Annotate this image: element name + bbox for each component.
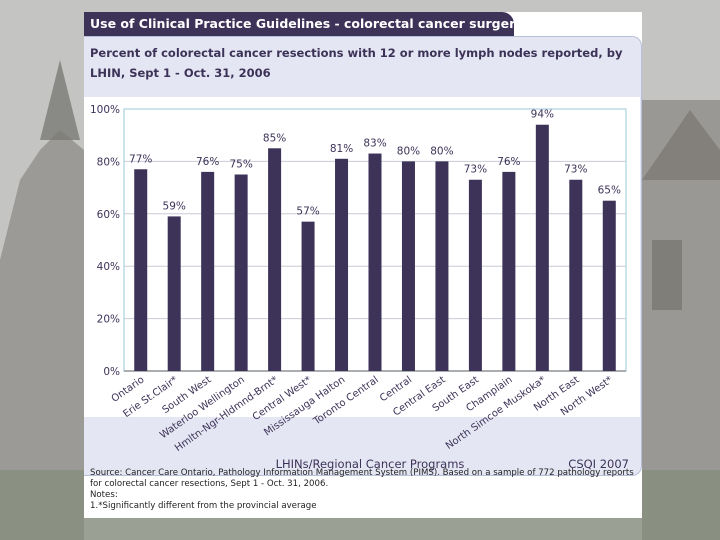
data-label: 77% (129, 153, 152, 165)
y-tick-label: 0% (103, 366, 120, 378)
data-label: 57% (296, 206, 319, 218)
bar (201, 171, 215, 371)
footnote-source: Source: Cancer Care Ontario, Pathology I… (90, 468, 634, 489)
footnote: Source: Cancer Care Ontario, Pathology I… (90, 468, 638, 512)
bar (502, 171, 516, 371)
bar (602, 200, 616, 371)
bar (401, 161, 415, 371)
bar (569, 179, 583, 371)
data-label: 85% (263, 132, 286, 144)
bar (301, 221, 315, 371)
bar (234, 174, 248, 371)
data-label: 76% (196, 156, 219, 168)
credit-label: CSQI 2007 (568, 457, 629, 471)
bar (535, 124, 549, 371)
bar (167, 216, 181, 371)
data-label: 65% (598, 185, 621, 197)
chart-panel: Use of Clinical Practice Guidelines - co… (84, 12, 642, 518)
footnote-notes-label: Notes: (90, 490, 118, 500)
bar (134, 169, 148, 371)
y-tick-label: 80% (97, 156, 120, 168)
chart-area: Percent of colorectal cancer resections … (84, 36, 642, 476)
data-label: 83% (363, 138, 386, 150)
bar (335, 158, 349, 371)
data-label: 59% (163, 200, 186, 212)
y-tick-label: 100% (90, 104, 120, 116)
data-label: 73% (564, 164, 587, 176)
chart-title: Percent of colorectal cancer resections … (90, 46, 623, 80)
data-label: 80% (397, 145, 420, 157)
data-label: 73% (464, 164, 487, 176)
data-label: 76% (497, 156, 520, 168)
bar (468, 179, 482, 371)
bar (368, 153, 382, 371)
slide-title: Use of Clinical Practice Guidelines - co… (84, 12, 523, 36)
data-label: 94% (531, 109, 554, 121)
data-label: 81% (330, 143, 353, 155)
x-axis-caption: LHINs/Regional Cancer Programs (275, 457, 465, 471)
bar (435, 161, 449, 371)
data-label: 80% (430, 145, 453, 157)
bar (268, 148, 282, 371)
y-tick-label: 60% (97, 209, 120, 221)
y-tick-label: 40% (97, 261, 120, 273)
footnote-note-1: 1.*Significantly different from the prov… (90, 501, 317, 511)
data-label: 75% (229, 159, 252, 171)
y-tick-label: 20% (97, 314, 120, 326)
